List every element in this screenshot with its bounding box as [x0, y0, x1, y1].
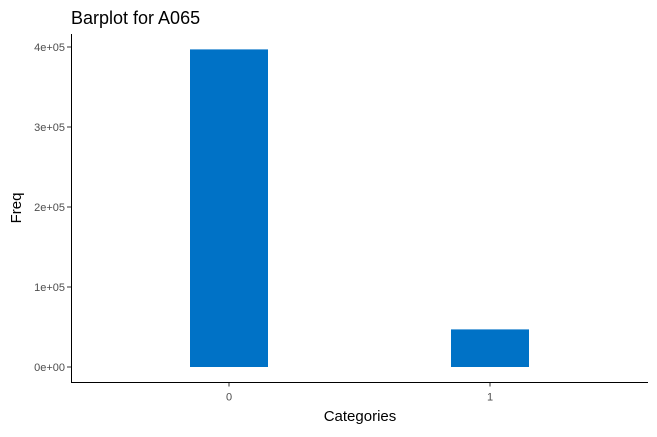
x-tick-label: 1	[487, 392, 493, 404]
x-tick-label: 0	[226, 392, 232, 404]
plot-area	[190, 49, 529, 368]
y-axis-label: Freq	[8, 193, 25, 224]
chart-title: Barplot for A065	[71, 8, 200, 28]
y-tick-label: 2e+05	[34, 202, 65, 214]
y-axis-ticks: 0e+00 1e+05 2e+05 3e+05 4e+05	[34, 42, 71, 374]
y-tick-label: 3e+05	[34, 122, 65, 134]
y-tick-label: 4e+05	[34, 42, 65, 54]
y-tick-label: 1e+05	[34, 282, 65, 294]
bar-category-0	[190, 49, 268, 368]
y-tick-label: 0e+00	[34, 362, 65, 374]
x-axis-label: Categories	[324, 408, 397, 425]
bar-category-1	[451, 329, 529, 367]
